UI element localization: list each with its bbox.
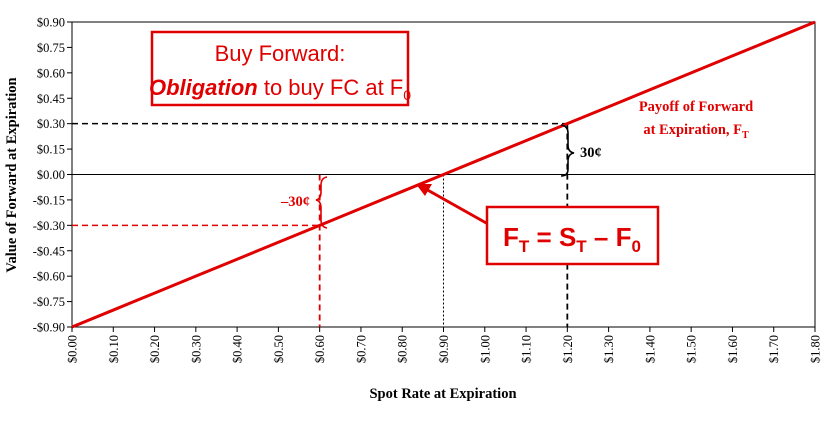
formula-text: FT = ST – F0: [503, 222, 641, 256]
x-tick-label: $1.70: [767, 335, 781, 363]
x-tick-label: $1.50: [685, 335, 699, 363]
y-axis-title: Value of Forward at Expiration: [4, 77, 20, 272]
x-tick-label: $0.40: [231, 335, 245, 363]
x-tick-label: $0.90: [437, 335, 451, 363]
buy-forward-box: Buy Forward: Obligation to buy FC at F0: [149, 30, 411, 107]
payoff-label-line2-main: at Expiration, F: [643, 122, 742, 138]
obligation-rest: to buy FC at F: [258, 75, 404, 100]
brace-negative: [315, 176, 328, 229]
x-tick-label: $1.30: [602, 335, 616, 363]
y-tick-label: $0.00: [37, 168, 65, 182]
x-tick-label: $0.00: [66, 335, 80, 363]
x-tick-label: $0.20: [148, 335, 162, 363]
obligation-subscript: 0: [403, 87, 411, 103]
payoff-label: Payoff of Forward at Expiration, FT: [639, 99, 753, 141]
brace-negative-label: –30¢: [280, 194, 310, 210]
x-tick-label: $0.10: [107, 335, 121, 363]
series-line-payoff: [71, 20, 816, 329]
buy-forward-title: Buy Forward:: [215, 41, 346, 66]
formula-F: F: [503, 222, 519, 252]
x-tick-label: $1.80: [809, 335, 823, 363]
formula-callout: FT = ST – F0: [416, 184, 660, 266]
x-tick-label: $0.60: [313, 335, 327, 363]
x-tick-label: $1.20: [561, 335, 575, 363]
x-tick-label: $0.50: [272, 335, 286, 363]
formula-eq-S: = S: [529, 222, 576, 252]
x-tick-label: $1.10: [520, 335, 534, 363]
formula-arrow-head: [416, 184, 432, 196]
y-tick-label: -$0.90: [33, 321, 65, 335]
y-tick-label: $0.45: [37, 92, 65, 106]
x-tick-label: $0.30: [189, 335, 203, 363]
y-tick-label: $0.90: [37, 16, 65, 30]
formula-sub-0: 0: [631, 237, 640, 256]
x-tick-label: $1.40: [643, 335, 657, 363]
y-tick-label: $0.60: [37, 66, 65, 80]
formula-sub-T1: T: [519, 237, 530, 256]
formula-box-frame: [485, 205, 660, 266]
brace-positive: [560, 124, 575, 177]
x-axis-title: Spot Rate at Expiration: [369, 386, 516, 402]
y-tick-label: $0.75: [37, 41, 65, 55]
x-tick-label: $1.60: [726, 335, 740, 363]
y-tick-label: -$0.30: [33, 219, 65, 233]
brace-positive-label: 30¢: [580, 145, 602, 161]
y-tick-label: $0.15: [37, 143, 65, 157]
x-axis-ticks: $0.00 $0.10 $0.20 $0.30 $0.40 $0.50 $0.60 $0.70…: [66, 327, 823, 363]
buy-forward-box-frame: [150, 30, 410, 107]
y-tick-label: -$0.60: [33, 270, 65, 284]
x-tick-label: $0.80: [396, 335, 410, 363]
y-tick-label: -$0.75: [33, 295, 65, 309]
obligation-text: Obligation to buy FC at F0: [149, 75, 411, 103]
formula-sub-T2: T: [576, 237, 587, 256]
y-tick-label: $0.30: [37, 117, 65, 131]
y-tick-label: -$0.45: [33, 244, 65, 258]
payoff-label-line1: Payoff of Forward: [639, 99, 753, 115]
formula-minus-F: – F: [587, 222, 632, 252]
y-axis-ticks: $0.90 $0.75 $0.60 $0.45 $0.30 $0.15 $0.00 -$0.1…: [33, 16, 72, 335]
formula-arrow-shaft: [423, 186, 489, 226]
payoff-label-line2: at Expiration, FT: [643, 122, 749, 141]
payoff-label-subscript: T: [742, 130, 749, 141]
obligation-emphasis: Obligation: [149, 75, 258, 100]
y-tick-label: -$0.15: [33, 193, 65, 207]
x-tick-label: $1.00: [478, 335, 492, 363]
x-tick-label: $0.70: [354, 335, 368, 363]
